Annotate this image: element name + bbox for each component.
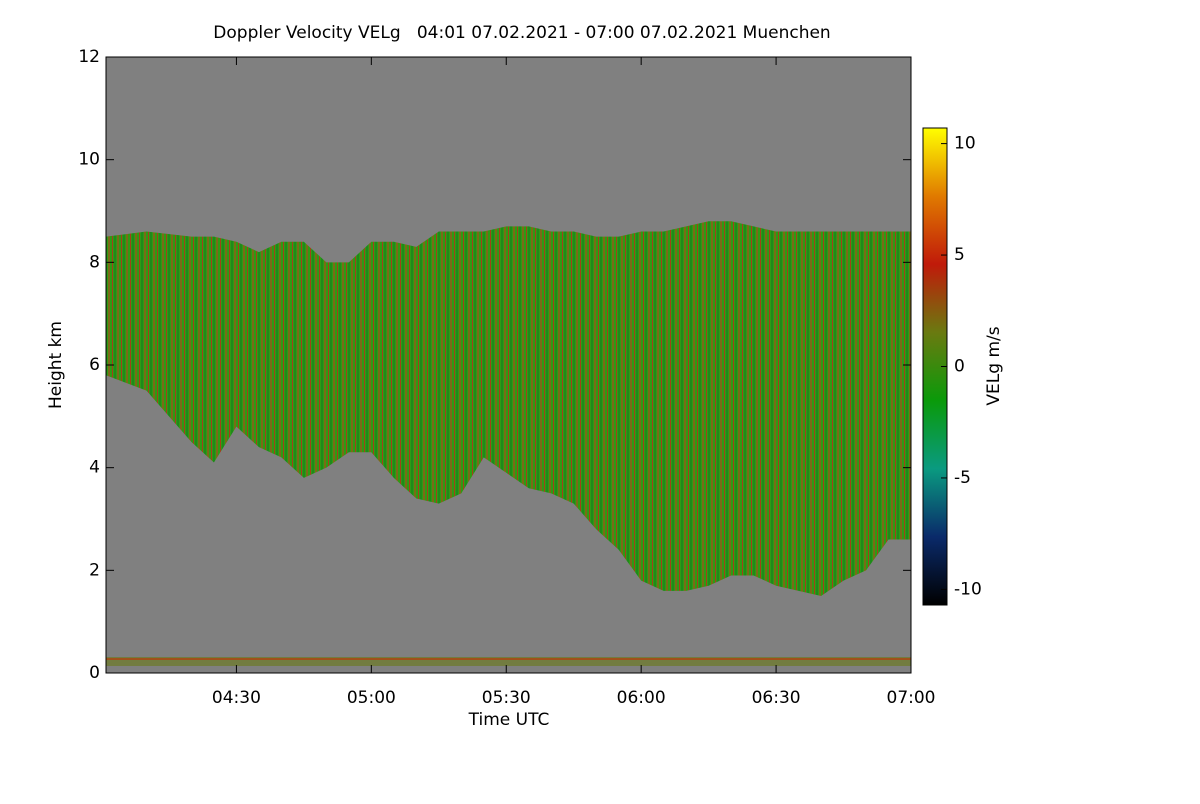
- x-tick-label: 05:00: [347, 688, 396, 708]
- x-tick-label: 04:30: [212, 688, 261, 708]
- colorbar-label: VELg m/s: [984, 326, 1004, 405]
- y-tick-label: 12: [78, 47, 100, 67]
- x-tick-label: 07:00: [887, 688, 936, 708]
- y-tick-label: 0: [89, 663, 100, 683]
- y-axis-label: Height km: [46, 321, 66, 409]
- colorbar-tick-label: 5: [954, 245, 965, 265]
- colorbar-tick-label: 10: [954, 134, 976, 154]
- ground-clutter: [106, 657, 911, 666]
- x-tick-label: 05:30: [482, 688, 531, 708]
- y-tick-label: 2: [89, 560, 100, 580]
- chart-title: Doppler Velocity VELg 04:01 07.02.2021 -…: [213, 23, 830, 43]
- y-tick-label: 8: [89, 252, 100, 272]
- y-tick-label: 6: [89, 355, 100, 375]
- colorbar-tick-label: -5: [954, 468, 971, 488]
- cloud-echo: [106, 221, 911, 596]
- y-tick-label: 4: [89, 458, 100, 478]
- colorbar-tick-label: 0: [954, 357, 965, 377]
- x-axis-label: Time UTC: [468, 710, 550, 730]
- x-tick-label: 06:30: [752, 688, 801, 708]
- colorbar-tick-label: -10: [954, 579, 982, 599]
- x-tick-label: 06:00: [617, 688, 666, 708]
- y-tick-label: 10: [78, 150, 100, 170]
